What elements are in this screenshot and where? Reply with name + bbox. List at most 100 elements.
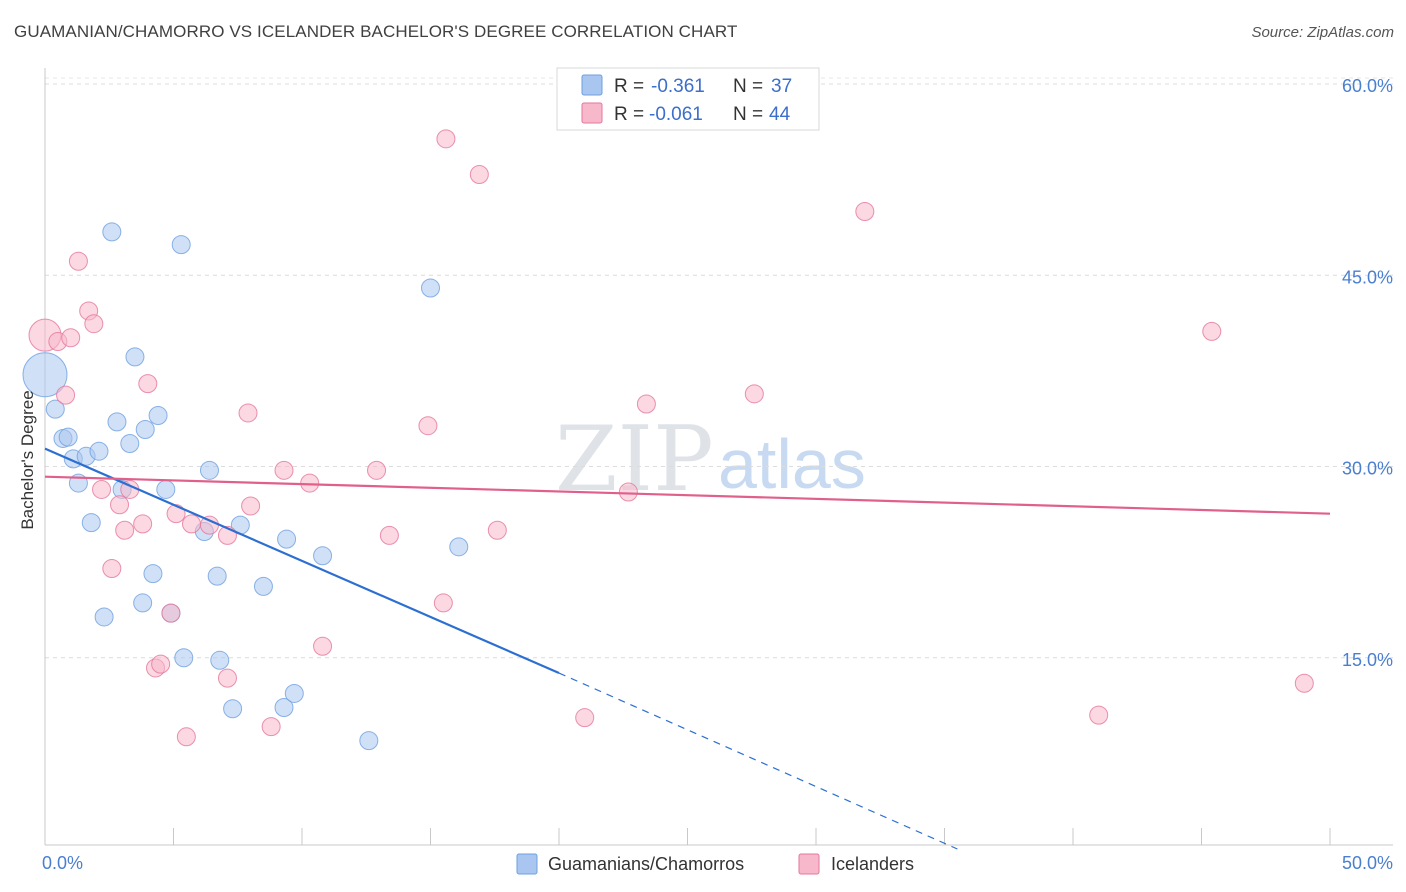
point-icelander xyxy=(133,514,153,534)
point-guamanian xyxy=(102,222,122,242)
point-guamanian xyxy=(421,278,440,298)
legend-swatch-icelander xyxy=(581,102,603,124)
point-icelander xyxy=(61,328,81,348)
point-icelander xyxy=(261,717,281,737)
point-guamanian xyxy=(284,683,304,703)
point-icelander xyxy=(115,520,135,540)
legend-n-value-1: 37 xyxy=(771,76,792,97)
series-label-guamanian: Guamanians/Chamorros xyxy=(548,854,744,874)
point-guamanian xyxy=(135,420,155,440)
point-icelander xyxy=(418,416,438,436)
legend-swatch-guamanian xyxy=(581,74,603,96)
point-icelander xyxy=(1294,673,1314,693)
point-guamanian xyxy=(156,479,176,499)
y-tick-label: 15.0% xyxy=(1342,650,1393,670)
point-icelander xyxy=(313,636,333,656)
series-swatch-icelander xyxy=(798,853,820,875)
point-icelander xyxy=(181,514,201,534)
series-legend: Guamanians/Chamorros Icelanders xyxy=(516,853,914,875)
point-icelander xyxy=(855,202,875,221)
y-tick-label: 60.0% xyxy=(1342,76,1393,96)
point-guamanian xyxy=(174,648,194,668)
point-icelander xyxy=(744,384,764,404)
point-guamanian xyxy=(81,513,101,533)
point-icelander xyxy=(56,385,76,405)
gridlines xyxy=(45,77,1393,659)
legend-r-value-2: -0.061 xyxy=(649,104,703,125)
point-guamanian xyxy=(148,406,168,425)
point-guamanian xyxy=(133,593,153,613)
point-guamanian xyxy=(94,607,114,627)
point-icelander xyxy=(433,593,453,613)
point-icelander xyxy=(575,708,595,728)
point-guamanian xyxy=(313,546,333,566)
point-guamanian xyxy=(45,399,65,419)
point-icelander xyxy=(68,251,88,271)
chart-title: GUAMANIAN/CHAMORRO VS ICELANDER BACHELOR… xyxy=(14,22,738,41)
point-guamanian xyxy=(107,412,127,432)
trend-line-icelander xyxy=(44,475,1331,515)
point-icelander xyxy=(151,654,171,674)
trend-line-guamanian xyxy=(44,447,560,675)
tick-labels: 15.0% 30.0% 45.0% 60.0% 0.0% 50.0% xyxy=(42,76,1393,873)
series-label-icelander: Icelanders xyxy=(831,854,914,874)
point-icelander xyxy=(238,403,258,423)
legend-r-value-1: -0.361 xyxy=(651,76,705,97)
point-icelander xyxy=(379,525,399,545)
watermark-atlas: atlas xyxy=(718,425,866,503)
point-guamanian xyxy=(143,564,163,584)
point-icelander xyxy=(241,496,261,516)
point-icelander xyxy=(110,495,130,515)
point-icelander xyxy=(217,668,237,688)
data-points xyxy=(22,129,1314,751)
point-icelander xyxy=(274,460,294,480)
trend-lines xyxy=(44,447,1331,850)
point-icelander xyxy=(176,727,196,747)
point-guamanian xyxy=(22,352,68,398)
x-tick-label-max: 50.0% xyxy=(1342,853,1393,873)
point-guamanian xyxy=(125,347,145,367)
point-guamanian xyxy=(89,441,109,461)
point-icelander xyxy=(618,482,638,502)
legend-n-value-2: 44 xyxy=(769,104,791,125)
point-guamanian xyxy=(223,699,243,719)
series-swatch-guamanian xyxy=(516,853,538,875)
point-icelander xyxy=(487,520,507,540)
point-icelander xyxy=(469,165,489,185)
point-icelander xyxy=(636,394,656,414)
point-guamanian xyxy=(274,697,294,717)
source-credit: Source: ZipAtlas.com xyxy=(1251,24,1394,41)
point-icelander xyxy=(1202,321,1222,341)
point-icelander xyxy=(138,374,158,394)
point-guamanian xyxy=(171,235,191,255)
point-icelander xyxy=(166,504,186,524)
legend-r-label-1: R = xyxy=(614,76,644,97)
point-guamanian xyxy=(199,460,219,480)
legend-r-label-2: R = xyxy=(614,104,644,125)
x-tick-label-min: 0.0% xyxy=(42,853,83,873)
point-guamanian xyxy=(277,529,297,549)
legend-n-label-2: N = xyxy=(733,104,763,125)
point-guamanian xyxy=(449,537,469,557)
point-icelander xyxy=(92,479,112,499)
trend-extension-guamanian xyxy=(558,672,958,850)
point-icelander xyxy=(84,314,104,334)
point-guamanian xyxy=(58,427,78,447)
stats-legend: R = -0.361 N = 37 R = -0.061 N = 44 xyxy=(556,67,820,131)
point-guamanian xyxy=(253,576,273,596)
y-axis-label: Bachelor's Degree xyxy=(18,390,37,529)
axes xyxy=(44,68,1393,846)
point-guamanian xyxy=(210,650,230,670)
y-tick-label: 45.0% xyxy=(1342,267,1393,287)
y-tick-label: 30.0% xyxy=(1342,459,1393,479)
point-icelander xyxy=(367,460,387,480)
point-icelander xyxy=(436,129,456,149)
point-icelander xyxy=(1089,705,1109,725)
point-guamanian xyxy=(207,566,227,586)
point-guamanian xyxy=(359,731,379,751)
legend-n-label-1: N = xyxy=(733,76,763,97)
point-icelander xyxy=(102,559,122,578)
point-icelander xyxy=(161,603,181,623)
point-guamanian xyxy=(120,434,140,454)
